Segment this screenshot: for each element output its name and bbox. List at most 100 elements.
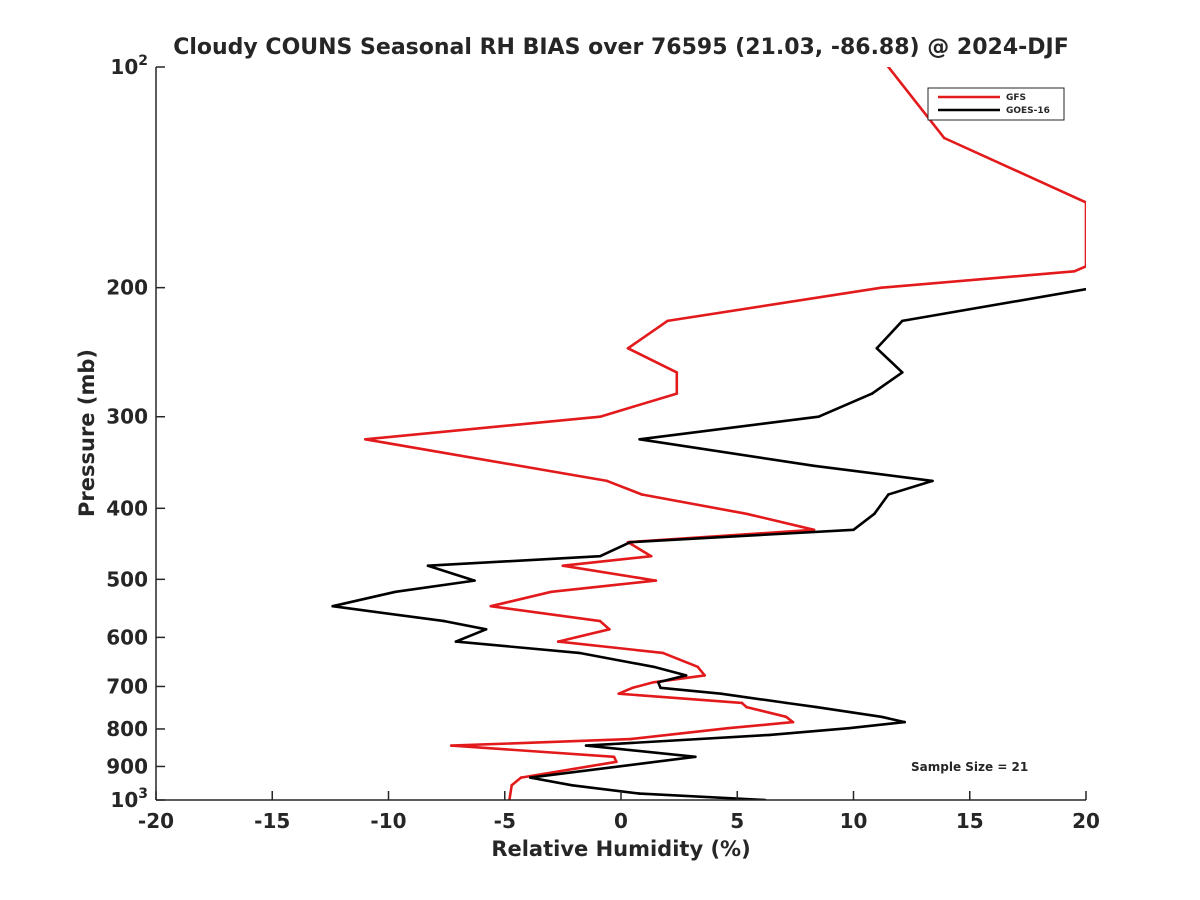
data-point-gfs-12: [605, 479, 609, 483]
data-point-gfs-32: [745, 705, 748, 709]
y-axis-label: Pressure (mb): [75, 349, 99, 517]
data-point-goes-16-21: [577, 651, 581, 655]
x-tick-label: 15: [956, 809, 984, 833]
x-tick-label: 0: [614, 809, 628, 833]
data-point-gfs-30: [617, 692, 620, 695]
chart-title: Cloudy COUNS Seasonal RH BIAS over 76595…: [173, 35, 1069, 60]
y-ticks: 102 200 300 400 500 600 700 800 900 103: [106, 53, 165, 812]
data-point-goes-16-27: [784, 701, 788, 705]
data-point-goes-16-3: [901, 371, 904, 374]
data-point-goes-16-35: [529, 776, 532, 779]
data-point-gfs-25: [661, 651, 665, 655]
data-point-gfs-21: [489, 604, 493, 608]
legend-label-goes-16: GOES-16: [1006, 106, 1050, 116]
data-point-goes-16-11: [852, 528, 855, 532]
data-point-gfs-4: [1073, 270, 1076, 273]
data-point-gfs-6: [666, 319, 669, 323]
data-point-goes-16-15: [473, 579, 476, 582]
data-point-goes-16-31: [847, 726, 851, 730]
data-point-goes-16-16: [394, 590, 397, 594]
sample-size-annotation: Sample Size = 21: [911, 760, 1028, 774]
data-point-gfs-28: [652, 681, 655, 684]
data-point-gfs-13: [640, 493, 644, 496]
y-tick-label: 200: [106, 276, 148, 300]
data-point-goes-16-33: [584, 744, 588, 747]
data-point-goes-16-7: [812, 464, 816, 468]
data-point-goes-16-0: [1084, 287, 1086, 291]
data-point-goes-16-12: [629, 540, 632, 544]
data-point-gfs-15: [812, 528, 816, 532]
data-point-goes-16-24: [656, 681, 660, 684]
data-point-goes-16-14: [426, 564, 430, 567]
data-point-gfs-8: [675, 371, 679, 374]
data-point-goes-16-29: [880, 715, 883, 719]
data-point-gfs-1: [942, 136, 946, 140]
plot-area: [155, 67, 1086, 801]
axes-background: [156, 67, 1086, 800]
data-point-goes-16-20: [454, 640, 458, 643]
x-tick-label: -5: [494, 809, 516, 833]
data-point-goes-16-26: [719, 692, 723, 695]
x-tick-label: -20: [138, 809, 174, 833]
data-point-goes-16-2: [875, 347, 879, 350]
x-tick-label: -15: [254, 809, 290, 833]
data-point-gfs-33: [784, 715, 788, 719]
y-tick-label: 300: [106, 405, 148, 429]
data-point-gfs-26: [696, 665, 699, 669]
data-point-goes-16-25: [659, 686, 662, 690]
data-point-gfs-38: [612, 755, 616, 759]
y-tick-label: 500: [106, 567, 148, 591]
y-tick-label: 103: [110, 786, 148, 812]
data-point-goes-16-4: [870, 392, 874, 395]
data-point-goes-16-36: [570, 784, 574, 787]
y-tick-label: 102: [110, 53, 148, 79]
data-point-goes-16-32: [768, 733, 772, 737]
x-ticks: -20 -15 -10 -5 0 5 10 15 20: [138, 791, 1100, 833]
data-point-gfs-35: [726, 726, 730, 730]
y-tick-label: 700: [106, 674, 148, 698]
data-point-gfs-41: [510, 784, 513, 787]
data-point-gfs-14: [745, 512, 748, 516]
y-tick-label: 600: [106, 625, 148, 649]
data-point-goes-16-37: [638, 792, 641, 795]
data-point-goes-16-10: [873, 512, 876, 516]
y-tick-label: 800: [106, 717, 148, 741]
data-point-gfs-18: [561, 564, 565, 567]
legend-label-gfs: GFS: [1006, 93, 1026, 103]
data-point-gfs-23: [608, 628, 611, 631]
y-tick-label: 400: [106, 496, 148, 520]
data-point-goes-16-23: [684, 674, 688, 677]
x-tick-label: 5: [730, 809, 744, 833]
legend: GFS GOES-16: [927, 87, 1065, 121]
x-tick-label: -10: [370, 809, 406, 833]
data-point-gfs-24: [556, 640, 560, 643]
x-tick-label: 10: [840, 809, 868, 833]
data-point-gfs-11: [364, 438, 367, 441]
data-point-gfs-9: [675, 392, 679, 395]
data-point-gfs-17: [649, 554, 653, 558]
data-point-goes-16-8: [931, 479, 934, 483]
data-point-gfs-5: [880, 286, 883, 290]
data-point-gfs-31: [740, 701, 744, 705]
x-tick-label: 20: [1072, 809, 1100, 833]
y-tick-label: 900: [106, 754, 148, 778]
data-point-goes-16-34: [694, 755, 697, 759]
legend-box: [927, 87, 1065, 121]
data-point-gfs-3: [1084, 265, 1086, 268]
data-point-gfs-2: [1084, 201, 1086, 204]
data-point-gfs-0: [887, 67, 890, 69]
data-point-goes-16-9: [887, 493, 890, 496]
data-point-goes-16-13: [598, 554, 602, 558]
data-point-gfs-10: [598, 415, 602, 419]
data-point-goes-16-28: [815, 705, 818, 709]
data-point-gfs-20: [550, 590, 553, 594]
data-point-gfs-39: [615, 760, 618, 764]
data-point-gfs-27: [703, 674, 706, 677]
series-layer: [331, 67, 1086, 800]
data-point-gfs-36: [629, 737, 632, 741]
data-point-gfs-37: [450, 744, 453, 747]
data-point-goes-16-30: [903, 720, 906, 724]
data-point-gfs-7: [626, 347, 630, 350]
data-point-gfs-29: [631, 686, 634, 690]
